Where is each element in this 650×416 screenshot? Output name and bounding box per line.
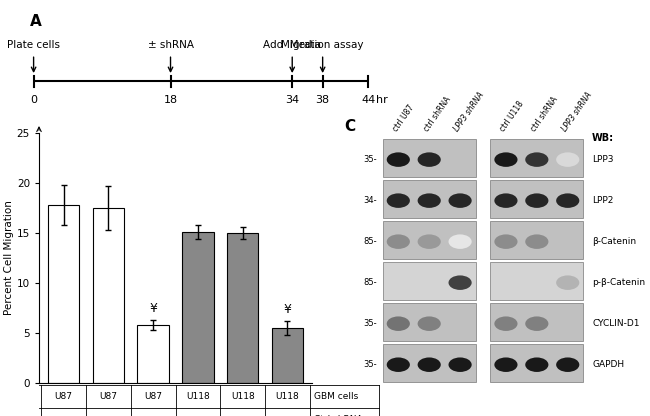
Text: LPP3 shRNA: LPP3 shRNA <box>560 91 594 134</box>
Text: ± shRNA: ± shRNA <box>148 40 194 50</box>
Ellipse shape <box>556 152 579 167</box>
Text: GBM cells: GBM cells <box>314 392 359 401</box>
Bar <box>137 325 169 383</box>
Ellipse shape <box>417 234 441 249</box>
Text: U87: U87 <box>144 392 162 401</box>
Text: ctrl U118: ctrl U118 <box>499 100 526 134</box>
Ellipse shape <box>495 317 517 331</box>
Text: 44: 44 <box>361 95 376 105</box>
Bar <box>491 344 583 382</box>
Ellipse shape <box>417 152 441 167</box>
Text: 18: 18 <box>163 95 177 105</box>
Ellipse shape <box>387 317 410 331</box>
Text: Ctrl shRNA: Ctrl shRNA <box>314 415 363 416</box>
Text: 85-: 85- <box>363 237 377 246</box>
Ellipse shape <box>495 234 517 249</box>
Text: CYCLIN-D1: CYCLIN-D1 <box>592 319 640 328</box>
Bar <box>383 262 476 300</box>
Ellipse shape <box>387 234 410 249</box>
Text: U118: U118 <box>276 392 299 401</box>
Ellipse shape <box>525 317 549 331</box>
Ellipse shape <box>525 234 549 249</box>
Text: Plate cells: Plate cells <box>7 40 60 50</box>
Bar <box>182 232 214 383</box>
Ellipse shape <box>417 317 441 331</box>
Text: ctrl shRNA: ctrl shRNA <box>530 95 560 134</box>
Ellipse shape <box>448 275 472 290</box>
Text: -: - <box>62 415 65 416</box>
Text: 35-: 35- <box>363 155 377 164</box>
Text: +: + <box>105 415 112 416</box>
Bar <box>48 205 79 383</box>
Text: LPP3 shRNA: LPP3 shRNA <box>452 91 486 134</box>
Ellipse shape <box>387 193 410 208</box>
Text: Migration assay: Migration assay <box>281 40 364 50</box>
Bar <box>491 262 583 300</box>
Text: U87: U87 <box>99 392 118 401</box>
Bar <box>383 344 476 382</box>
Text: 34: 34 <box>285 95 299 105</box>
Text: ¥: ¥ <box>150 302 157 315</box>
Text: 35-: 35- <box>363 319 377 328</box>
Bar <box>491 180 583 218</box>
Ellipse shape <box>495 357 517 372</box>
Bar <box>383 303 476 342</box>
Text: GAPDH: GAPDH <box>592 360 624 369</box>
Ellipse shape <box>387 357 410 372</box>
Text: ¥: ¥ <box>283 303 291 316</box>
Text: 0: 0 <box>30 95 37 105</box>
Text: WB:: WB: <box>592 134 614 144</box>
Bar <box>272 328 303 383</box>
Text: A: A <box>30 14 42 29</box>
Text: 38: 38 <box>316 95 330 105</box>
Text: Add  Media: Add Media <box>263 40 321 50</box>
Ellipse shape <box>495 152 517 167</box>
Bar <box>383 139 476 177</box>
Ellipse shape <box>417 357 441 372</box>
Text: ctrl U87: ctrl U87 <box>391 104 415 134</box>
Ellipse shape <box>448 193 472 208</box>
Ellipse shape <box>448 234 472 249</box>
Text: 35-: 35- <box>363 360 377 369</box>
Text: 34-: 34- <box>363 196 377 205</box>
Bar <box>491 221 583 259</box>
Bar <box>93 208 124 383</box>
Ellipse shape <box>556 275 579 290</box>
Text: hr: hr <box>376 95 387 105</box>
Bar <box>383 180 476 218</box>
Ellipse shape <box>556 357 579 372</box>
Text: β-Catenin: β-Catenin <box>592 237 636 246</box>
Bar <box>491 139 583 177</box>
Ellipse shape <box>525 357 549 372</box>
Ellipse shape <box>525 152 549 167</box>
Text: U87: U87 <box>55 392 73 401</box>
Text: p-β-Catenin: p-β-Catenin <box>592 278 645 287</box>
Text: LPP2: LPP2 <box>592 196 614 205</box>
Ellipse shape <box>387 152 410 167</box>
Bar <box>383 221 476 259</box>
Text: LPP3: LPP3 <box>592 155 614 164</box>
Text: 85-: 85- <box>363 278 377 287</box>
Text: ctrl shRNA: ctrl shRNA <box>422 95 452 134</box>
Y-axis label: Percent Cell Migration: Percent Cell Migration <box>4 201 14 315</box>
Bar <box>227 233 258 383</box>
Text: +: + <box>239 415 246 416</box>
Ellipse shape <box>448 357 472 372</box>
Text: U118: U118 <box>231 392 255 401</box>
Ellipse shape <box>495 193 517 208</box>
Text: -: - <box>196 415 200 416</box>
Ellipse shape <box>525 193 549 208</box>
Ellipse shape <box>417 193 441 208</box>
Text: -: - <box>151 415 155 416</box>
Text: C: C <box>344 119 355 134</box>
Ellipse shape <box>556 193 579 208</box>
Text: U118: U118 <box>186 392 210 401</box>
Text: -: - <box>286 415 289 416</box>
Bar <box>491 303 583 342</box>
